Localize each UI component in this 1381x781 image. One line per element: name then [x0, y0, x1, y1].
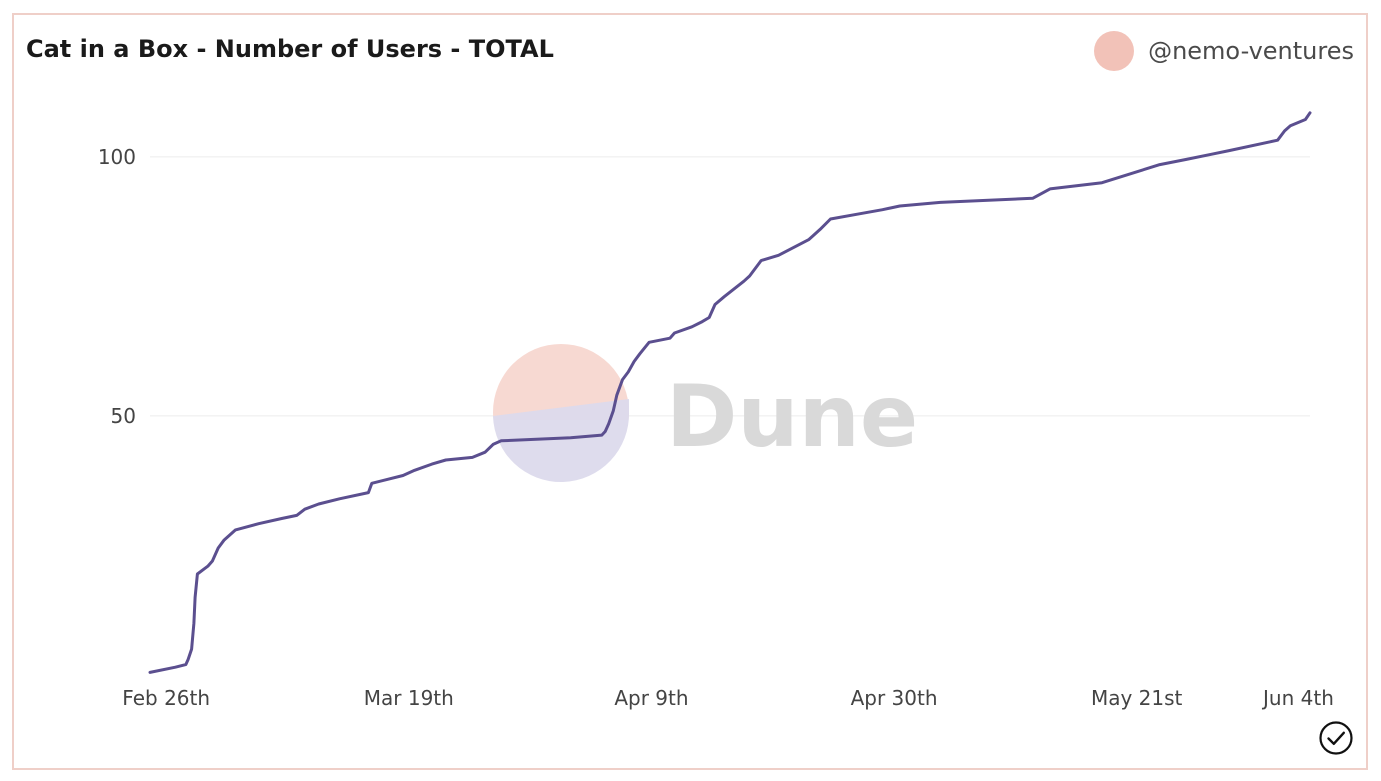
check-circle-icon[interactable] — [1318, 720, 1354, 756]
y-tick-label: 100 — [98, 145, 136, 169]
x-axis: Feb 26th Mar 19th Apr 9th Apr 30th May 21st J… — [122, 686, 1334, 710]
author-name[interactable]: @nemo-ventures — [1148, 37, 1354, 65]
x-tick-label: May 21st — [1091, 686, 1183, 710]
grid-lines — [150, 156, 1310, 417]
x-tick-label: Mar 19th — [364, 686, 454, 710]
avatar — [1094, 31, 1135, 71]
y-axis: 50 100 — [98, 145, 136, 428]
author-badge[interactable]: @nemo-ventures — [1094, 31, 1354, 71]
y-tick-label: 50 — [111, 404, 136, 428]
line-chart: Dune 50 100 Feb 26th Mar 19th Apr 9th Apr 30… — [98, 111, 1334, 710]
dune-logo-icon: Dune — [493, 344, 918, 483]
x-tick-label: Apr 9th — [614, 686, 688, 710]
series-line-users — [148, 111, 1312, 674]
x-tick-label: Apr 30th — [851, 686, 938, 710]
x-tick-label: Feb 26th — [122, 686, 210, 710]
chart-title: Cat in a Box - Number of Users - TOTAL — [26, 35, 554, 63]
x-tick-label: Jun 4th — [1261, 686, 1334, 710]
watermark-text: Dune — [666, 367, 918, 467]
chart-card: Cat in a Box - Number of Users - TOTAL @… — [12, 13, 1368, 770]
